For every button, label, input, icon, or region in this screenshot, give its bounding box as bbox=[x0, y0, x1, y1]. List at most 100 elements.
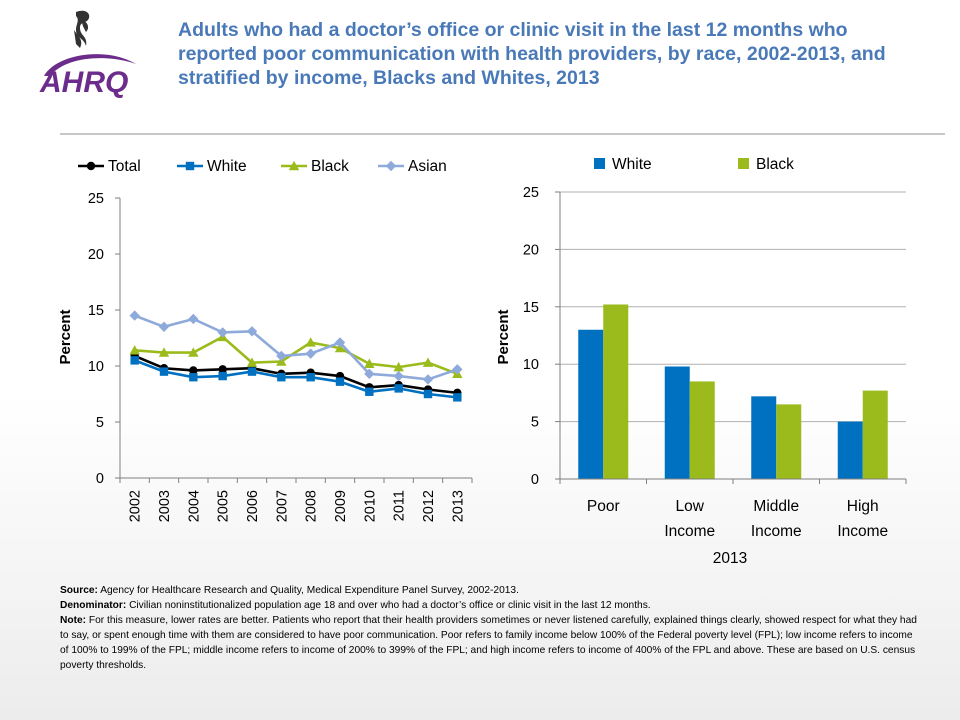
bar-chart: White Black Percent 0 5 10 15 20 25 Poor Low Inc… bbox=[495, 156, 907, 567]
data-point-asian bbox=[364, 368, 375, 380]
y-tick-label: 25 bbox=[88, 191, 104, 207]
data-point-black bbox=[422, 357, 434, 367]
data-point-asian bbox=[305, 348, 316, 359]
legend-label-white: White bbox=[207, 158, 247, 175]
series-line-white bbox=[134, 359, 458, 399]
x-tick-label: 2004 bbox=[186, 490, 202, 522]
bar-chart-x-axis: Poor Low Income Middle Income High Income bbox=[559, 478, 907, 540]
y-tick-label: 5 bbox=[531, 415, 539, 431]
x-category-label: Income bbox=[751, 523, 802, 540]
data-point-black bbox=[129, 345, 140, 355]
denominator-label: Denominator: bbox=[60, 600, 127, 611]
source-label: Source: bbox=[60, 585, 98, 596]
data-point-asian bbox=[276, 350, 287, 362]
bar-black bbox=[603, 304, 629, 479]
bar-white bbox=[837, 421, 863, 479]
data-point-black bbox=[305, 337, 316, 347]
y-tick-label: 15 bbox=[88, 303, 104, 319]
x-tick-label: 2010 bbox=[362, 490, 378, 522]
bar-white bbox=[578, 329, 604, 479]
data-point-white bbox=[247, 367, 257, 376]
data-point-white bbox=[130, 356, 139, 365]
legend-label-asian: Asian bbox=[408, 158, 447, 175]
legend-label-white: White bbox=[612, 156, 652, 173]
line-chart-y-axis: 0 5 10 15 20 25 bbox=[88, 191, 121, 487]
y-tick-label: 10 bbox=[88, 359, 104, 375]
data-point-asian bbox=[334, 337, 346, 348]
data-point-asian bbox=[129, 310, 140, 321]
bar-chart-legend: White Black bbox=[594, 156, 794, 173]
line-chart-ylabel: Percent bbox=[57, 309, 74, 364]
legend-label-black: Black bbox=[756, 156, 794, 173]
bar-black bbox=[776, 404, 802, 479]
x-category-label: Poor bbox=[587, 498, 620, 515]
line-chart-x-axis: 2002 2003 2004 2005 2006 2007 2008 2009 2010 2011… bbox=[119, 477, 473, 522]
y-tick-label: 5 bbox=[96, 415, 104, 431]
x-tick-label: 2008 bbox=[304, 490, 320, 522]
x-category-label: Income bbox=[837, 523, 888, 540]
denominator-text: Civilian noninstitutionalized population… bbox=[129, 600, 651, 611]
footnotes: Source: Agency for Healthcare Research a… bbox=[60, 583, 920, 673]
bar-black bbox=[862, 390, 888, 479]
x-tick-label: 2002 bbox=[128, 490, 144, 522]
note-label: Note: bbox=[60, 615, 87, 626]
x-tick-label: 2003 bbox=[157, 490, 173, 522]
x-tick-label: 2012 bbox=[421, 490, 437, 522]
data-point-white bbox=[306, 373, 315, 382]
y-tick-label: 20 bbox=[523, 242, 539, 258]
line-chart-legend: Total White Black Asian bbox=[78, 158, 447, 175]
data-point-asian bbox=[422, 374, 434, 385]
bar-chart-xlabel: 2013 bbox=[713, 550, 747, 567]
data-point-asian bbox=[188, 313, 199, 325]
y-tick-label: 10 bbox=[523, 357, 539, 373]
data-point-black bbox=[364, 358, 375, 368]
hhs-eagle-icon: AHRQ bbox=[39, 10, 136, 99]
series-line-black bbox=[134, 335, 458, 376]
data-point-black bbox=[246, 357, 258, 367]
denominator-note: Denominator: Civilian noninstitutionaliz… bbox=[60, 598, 920, 613]
bar-chart-ylabel: Percent bbox=[495, 309, 512, 364]
data-point-white bbox=[335, 377, 345, 386]
bar-white bbox=[751, 396, 777, 479]
source-note: Source: Agency for Healthcare Research a… bbox=[60, 583, 920, 598]
data-point-white bbox=[218, 371, 227, 381]
source-text: Agency for Healthcare Research and Quali… bbox=[100, 585, 519, 596]
data-point-white bbox=[423, 389, 433, 399]
data-point-black bbox=[188, 347, 199, 357]
page-title: Adults who had a doctor’s office or clin… bbox=[178, 19, 886, 89]
line-chart-series bbox=[129, 310, 463, 402]
y-tick-label: 25 bbox=[523, 185, 539, 201]
y-tick-label: 0 bbox=[531, 472, 539, 488]
legend-label-total: Total bbox=[108, 158, 141, 175]
x-tick-label: 2013 bbox=[450, 490, 466, 522]
x-category-label: Middle bbox=[753, 498, 799, 515]
legend-marker-black bbox=[288, 160, 300, 171]
data-point-asian bbox=[393, 370, 404, 382]
data-point-asian bbox=[158, 321, 170, 332]
x-tick-label: 2009 bbox=[333, 490, 349, 522]
legend-marker-asian bbox=[385, 160, 397, 172]
data-point-asian bbox=[217, 327, 228, 338]
legend-swatch-black bbox=[738, 158, 749, 169]
line-chart: Total White Black Asian Percent 0510152025 … bbox=[57, 158, 473, 522]
data-point-total bbox=[218, 365, 227, 374]
y-tick-label: 15 bbox=[523, 300, 539, 316]
legend-swatch-white bbox=[594, 158, 605, 169]
data-point-black bbox=[393, 361, 404, 372]
bar-black bbox=[689, 381, 715, 479]
data-point-asian bbox=[246, 326, 258, 337]
y-tick-label: 0 bbox=[96, 471, 104, 487]
x-tick-label: 2006 bbox=[245, 490, 261, 522]
measure-note: Note: For this measure, lower rates are … bbox=[60, 613, 920, 673]
x-category-label: Income bbox=[664, 523, 715, 540]
data-point-white bbox=[189, 373, 198, 382]
legend-marker-total bbox=[86, 161, 96, 171]
logo-text: AHRQ bbox=[39, 66, 128, 98]
x-category-label: Low bbox=[676, 498, 705, 515]
data-point-total bbox=[189, 366, 198, 375]
data-point-white bbox=[365, 387, 374, 396]
data-point-white bbox=[159, 367, 169, 376]
x-tick-label: 2007 bbox=[274, 490, 290, 522]
bar-chart-y-axis: 0 5 10 15 20 25 bbox=[523, 185, 561, 488]
x-category-label: High bbox=[847, 498, 879, 515]
